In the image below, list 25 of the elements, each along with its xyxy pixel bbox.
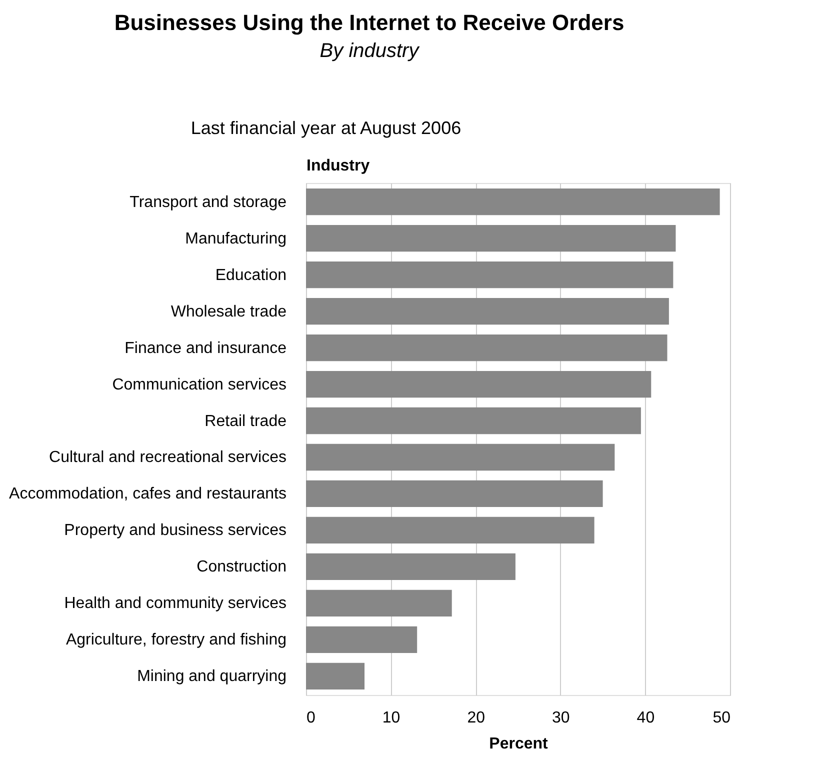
chart-title: Businesses Using the Internet to Receive Orders xyxy=(114,10,624,35)
y-tick-label: Health and community services xyxy=(64,595,286,612)
y-tick-label: Transport and storage xyxy=(130,194,287,211)
x-tick-label: 0 xyxy=(306,710,316,726)
x-tick-label: 40 xyxy=(636,710,655,726)
y-tick-label: Wholesale trade xyxy=(170,303,287,320)
y-tick-label: Communication services xyxy=(112,376,286,394)
x-tick-label: 20 xyxy=(467,710,486,726)
x-tick-label: 10 xyxy=(382,710,400,726)
x-tick-label: 30 xyxy=(552,710,570,726)
y-tick-label: Construction xyxy=(196,558,286,576)
text: Last financial year at August 2006 xyxy=(190,118,462,138)
y-tick-label: Property and business services xyxy=(64,522,286,540)
y-tick-label: Agriculture, forestry and fishing xyxy=(66,632,286,649)
chart-subtitle: By industry xyxy=(320,40,420,62)
y-tick-label: Accommodation, cafes and restaurants xyxy=(9,486,286,503)
y-tick-label: Finance and insurance xyxy=(124,340,287,357)
y-tick-label: Mining and quarrying xyxy=(137,668,286,686)
y-axis-title: Industry xyxy=(306,158,370,174)
y-tick-label: Education xyxy=(215,266,286,284)
y-tick-label: Cultural and recreational services xyxy=(49,449,286,466)
x-axis-title: Percent xyxy=(489,736,549,752)
y-tick-label: Manufacturing xyxy=(185,230,286,248)
y-tick-label: Retail trade xyxy=(204,412,287,430)
x-tick-label: 50 xyxy=(712,710,731,726)
